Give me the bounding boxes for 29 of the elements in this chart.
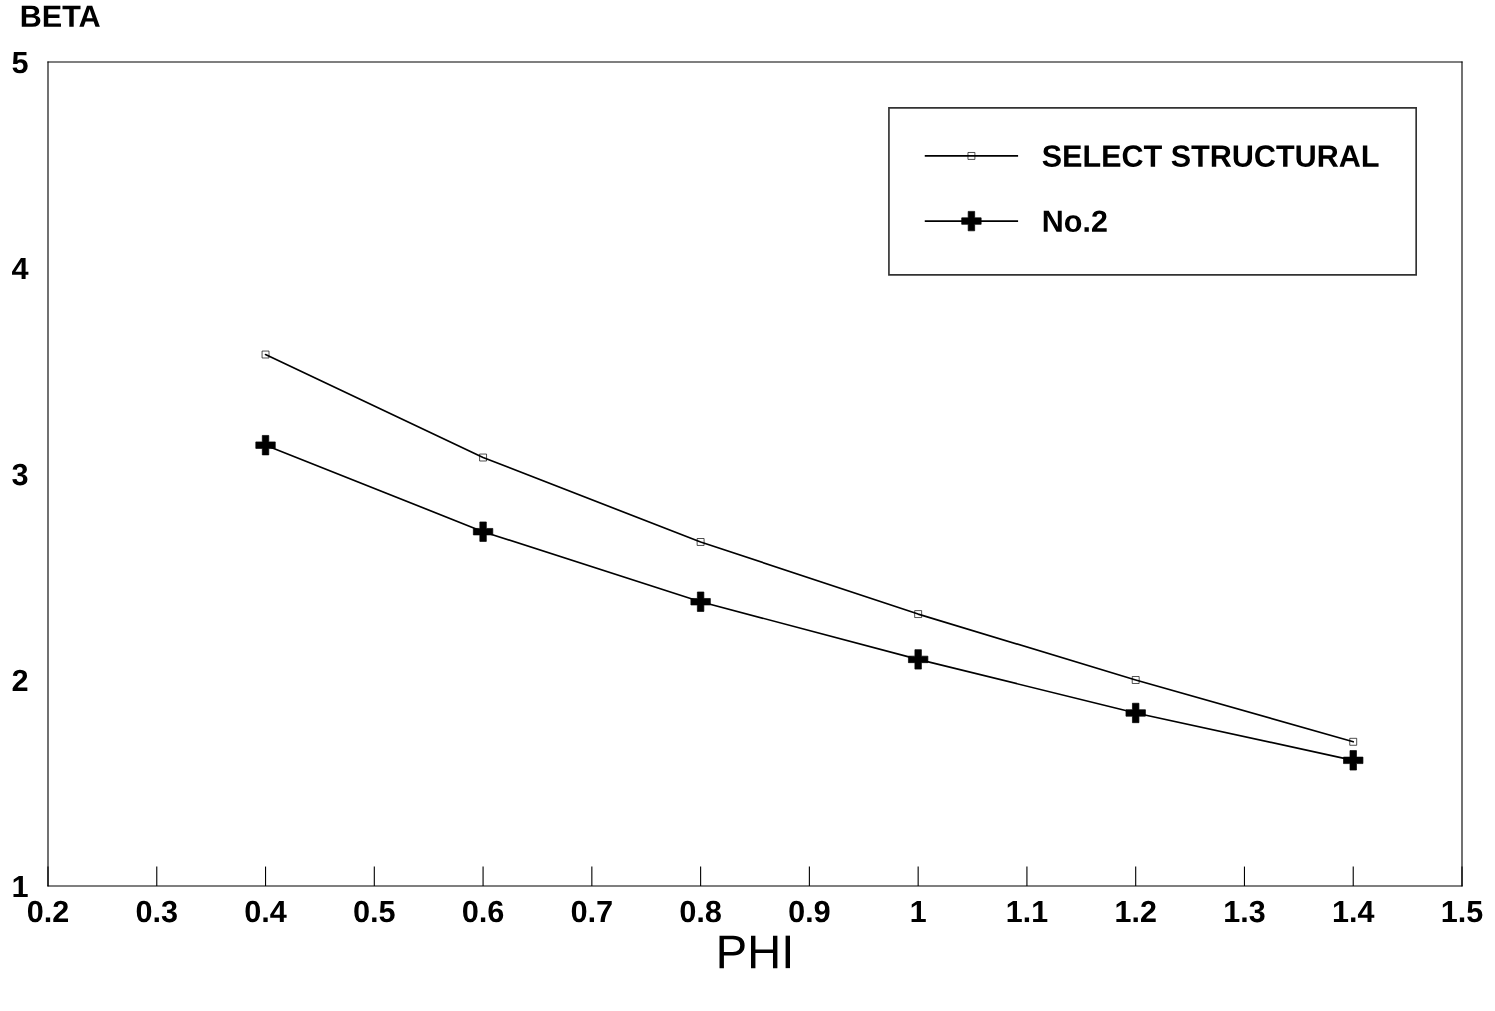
x-tick-label: 1.1: [1007, 901, 1048, 923]
point: [479, 453, 487, 462]
x-tick-label: 0.9: [789, 900, 830, 923]
x-tick-label: 1: [911, 901, 926, 923]
point: [1131, 676, 1140, 684]
x-tick-label: 1.5: [1442, 901, 1483, 923]
legend-label: SELECT STRUCTURAL: [1042, 145, 1379, 167]
y-tick-label: 2: [12, 669, 28, 692]
point: [261, 350, 270, 359]
x-tick-label: 0.6: [463, 900, 504, 923]
x-tick-label: 1.3: [1225, 900, 1265, 923]
point: [696, 538, 705, 546]
y-tick-label: 3: [12, 463, 28, 486]
point: [1349, 737, 1358, 746]
legend-label: No.2: [1043, 210, 1107, 233]
x-tick-label: 0.3: [136, 900, 177, 923]
x-tick-label: 0.7: [571, 900, 612, 923]
point: [914, 610, 922, 618]
x-tick-label: 0.4: [245, 900, 287, 923]
x-tick-label: 0.2: [27, 900, 69, 923]
x-tick-label: 1.4: [1333, 901, 1375, 923]
x-tick-label: 0.8: [680, 900, 721, 923]
y-tick-label: 4: [12, 258, 29, 280]
x-axis-title: PHI: [719, 935, 790, 969]
y-tick-label: 5: [12, 52, 28, 74]
y-axis-title: BETA: [21, 5, 100, 27]
x-tick-label: 1.2: [1116, 900, 1156, 923]
x-tick-label: 0.5: [354, 900, 395, 923]
y-tick-label: 1: [13, 876, 28, 898]
